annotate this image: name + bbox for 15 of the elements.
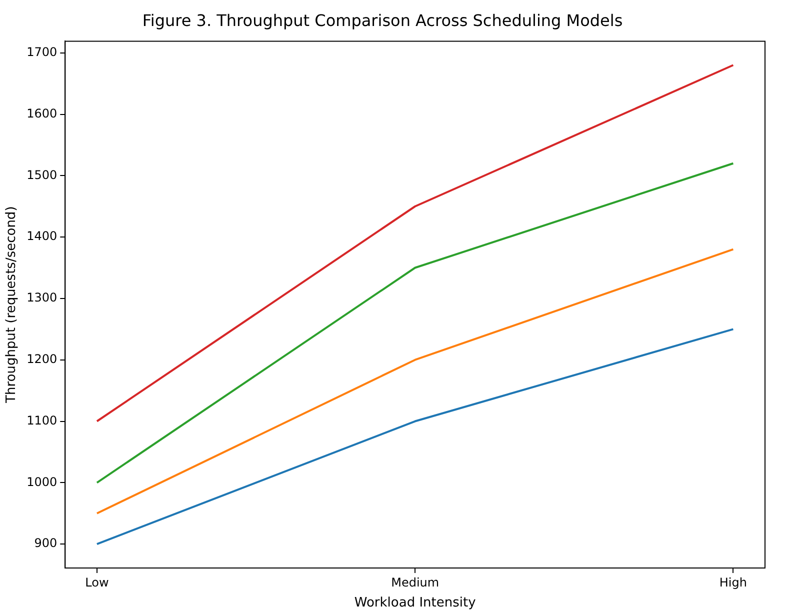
y-tick-label: 1400 (26, 229, 58, 244)
y-tick-label: 1300 (26, 290, 58, 305)
y-tick-label: 1200 (26, 352, 58, 366)
chart-title: Figure 3. Throughput Comparison Across Scheduling Models (142, 10, 623, 30)
y-tick-label: 1000 (26, 474, 58, 489)
x-tick-label: High (719, 575, 747, 590)
y-tick-label: 1600 (26, 106, 58, 120)
x-axis-title: Workload Intensity (354, 596, 476, 611)
y-tick-label: 900 (34, 536, 58, 550)
y-tick-label: 1700 (26, 44, 58, 59)
y-tick-label: 1100 (26, 413, 58, 428)
y-axis-title: Throughput (requests/second) (4, 206, 20, 404)
x-tick-label: Low (85, 575, 109, 590)
y-tick-label: 1500 (26, 168, 58, 182)
x-tick-label: Medium (391, 575, 440, 590)
